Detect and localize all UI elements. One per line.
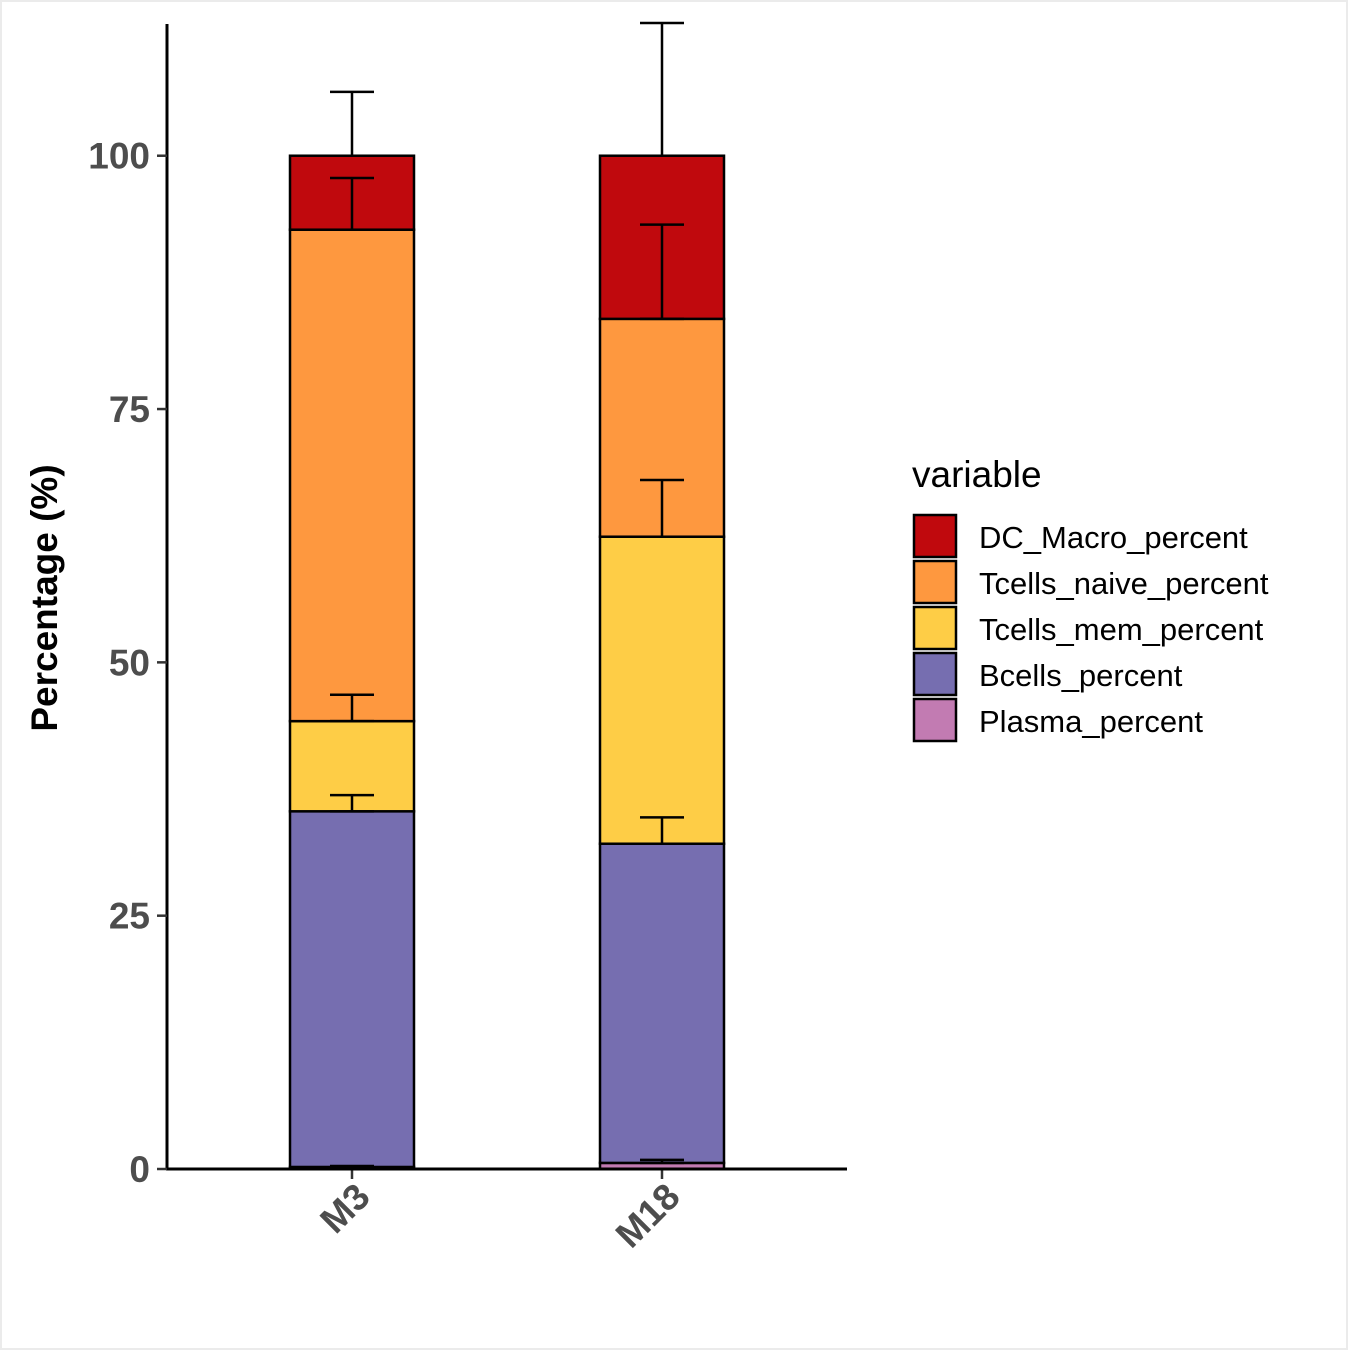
error-bar-M18-DC_Macro_percent [640, 21, 684, 157]
legend-item-Tcells_mem_percent: Tcells_mem_percent [912, 605, 1264, 651]
error-bar-M18-Tcells_naive_percent [640, 223, 684, 321]
bar-M18-Bcells_percent [598, 842, 726, 1165]
bar-layer [288, 154, 726, 1171]
legend-label: Tcells_naive_percent [979, 566, 1269, 601]
bar-M3-Bcells_percent [288, 810, 416, 1169]
bar-M18-Tcells_mem_percent [598, 535, 726, 845]
y-tick-label-100: 100 [88, 136, 150, 177]
legend-title: variable [912, 454, 1042, 495]
x-tick-label-M3: M3 [312, 1176, 377, 1241]
legend-item-Tcells_naive_percent: Tcells_naive_percent [912, 559, 1269, 605]
error-bar-M3-Tcells_mem_percent [330, 693, 374, 723]
error-bar-M18-Bcells_percent [640, 816, 684, 845]
legend-swatch [912, 513, 958, 559]
legend-swatch [912, 605, 958, 651]
x-tick-label-M18: M18 [608, 1176, 688, 1256]
legend-label: DC_Macro_percent [979, 520, 1248, 555]
legend-label: Tcells_mem_percent [979, 612, 1264, 647]
y-tick-label-50: 50 [109, 642, 150, 683]
axes-layer: M3 M18 0 25 50 75 100 [88, 24, 847, 1256]
error-bar-M3-Tcells_naive_percent [330, 176, 374, 231]
error-bar-M3-Plasma_percent [330, 1164, 374, 1169]
legend-swatch [912, 559, 958, 605]
bar-M3-Tcells_naive_percent [288, 228, 416, 723]
error-bar-M18-Plasma_percent [640, 1158, 684, 1165]
y-tick-label-75: 75 [109, 389, 150, 430]
error-bar-M18-Tcells_mem_percent [640, 478, 684, 538]
y-tick-label-25: 25 [109, 896, 150, 937]
legend: variable DC_Macro_percent Tcells_naive_pe… [912, 454, 1269, 743]
legend-item-DC_Macro_percent: DC_Macro_percent [912, 513, 1248, 559]
legend-label: Bcells_percent [979, 658, 1183, 693]
error-bar-layer [330, 21, 684, 1169]
error-bar-M3-Bcells_percent [330, 793, 374, 813]
legend-label: Plasma_percent [979, 704, 1203, 739]
legend-item-Plasma_percent: Plasma_percent [912, 697, 1203, 743]
error-bar-M3-DC_Macro_percent [330, 90, 374, 157]
legend-swatch [912, 651, 958, 697]
y-tick-label-0: 0 [129, 1149, 150, 1190]
legend-item-Bcells_percent: Bcells_percent [912, 651, 1183, 697]
y-axis-title: Percentage (%) [24, 464, 65, 731]
legend-swatch [912, 697, 958, 743]
